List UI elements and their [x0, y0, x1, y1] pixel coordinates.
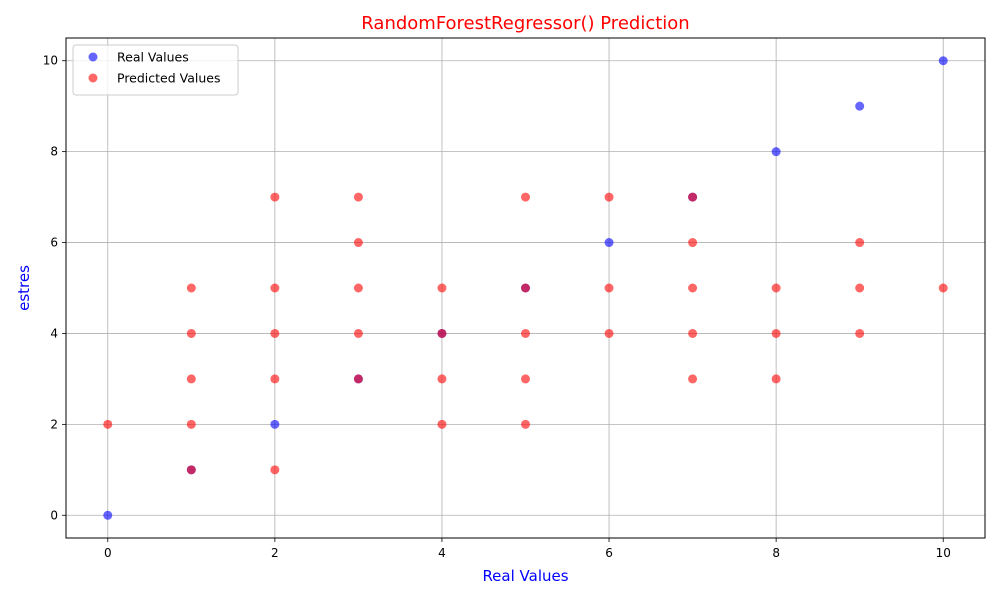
y-tick-label: 0	[50, 508, 58, 522]
legend: Real Values Predicted Values	[72, 44, 239, 96]
predicted-value-point	[353, 374, 363, 384]
predicted-value-point	[270, 192, 280, 202]
data-points	[103, 56, 948, 520]
x-tick-label: 0	[104, 546, 112, 560]
predicted-value-point	[855, 283, 865, 293]
legend-marker-predicted-values	[88, 73, 98, 83]
y-tick-label: 6	[50, 236, 58, 250]
legend-label-predicted-values: Predicted Values	[117, 71, 221, 86]
predicted-value-point	[688, 283, 698, 293]
predicted-value-point	[270, 328, 280, 338]
predicted-value-point	[938, 283, 948, 293]
predicted-value-point	[688, 238, 698, 248]
predicted-value-point	[521, 419, 530, 429]
predicted-value-point	[771, 374, 781, 384]
predicted-value-point	[186, 328, 196, 338]
plot-area-frame	[65, 37, 986, 539]
y-tick-label: 4	[50, 326, 58, 340]
predicted-value-point	[771, 283, 781, 293]
predicted-value-point	[521, 192, 530, 202]
real-value-point	[855, 101, 865, 111]
legend-marker-real-values	[88, 52, 98, 62]
y-tick-label: 2	[50, 417, 58, 431]
predicted-value-point	[688, 192, 698, 202]
predicted-value-point	[771, 328, 781, 338]
real-value-point	[103, 510, 113, 520]
predicted-value-point	[688, 374, 698, 384]
predicted-value-point	[103, 419, 113, 429]
predicted-value-point	[186, 465, 196, 475]
axis-ticks: 0 2 4 6 8 10 0 2 4 6 8 10	[43, 54, 951, 560]
predicted-value-point	[437, 283, 447, 293]
x-tick-label: 10	[936, 546, 951, 560]
predicted-value-point	[270, 374, 280, 384]
x-tick-label: 8	[772, 546, 780, 560]
predicted-value-point	[437, 374, 447, 384]
real-value-point	[938, 56, 948, 66]
predicted-value-point	[186, 283, 196, 293]
predicted-value-point	[604, 192, 614, 202]
legend-label-real-values: Real Values	[117, 50, 189, 65]
predicted-value-point	[186, 374, 196, 384]
real-value-point	[771, 147, 781, 157]
x-tick-label: 4	[438, 546, 446, 560]
y-axis-label: estres	[15, 265, 33, 311]
x-tick-label: 2	[271, 546, 279, 560]
predicted-value-point	[521, 283, 530, 293]
predicted-value-point	[353, 192, 363, 202]
predicted-value-point	[604, 328, 614, 338]
y-tick-label: 10	[43, 54, 58, 68]
predicted-value-point	[688, 328, 698, 338]
predicted-value-point	[604, 283, 614, 293]
predicted-value-point	[186, 419, 196, 429]
predicted-value-point	[521, 374, 530, 384]
predicted-value-point	[270, 283, 280, 293]
predicted-value-point	[353, 283, 363, 293]
real-value-point	[604, 238, 614, 248]
x-tick-label: 6	[605, 546, 613, 560]
predicted-value-point	[437, 419, 447, 429]
predicted-value-point	[437, 328, 447, 338]
predicted-value-point	[353, 238, 363, 248]
chart-title: RandomForestRegressor() Prediction	[361, 13, 689, 34]
real-value-point	[270, 419, 280, 429]
series-predicted-values	[103, 192, 948, 475]
predicted-value-point	[521, 328, 530, 338]
predicted-value-point	[855, 238, 865, 248]
predicted-value-point	[855, 328, 865, 338]
x-axis-label: Real Values	[482, 567, 568, 585]
predicted-value-point	[353, 328, 363, 338]
predicted-value-point	[270, 465, 280, 475]
legend-box	[72, 44, 239, 96]
y-tick-label: 8	[50, 145, 58, 159]
